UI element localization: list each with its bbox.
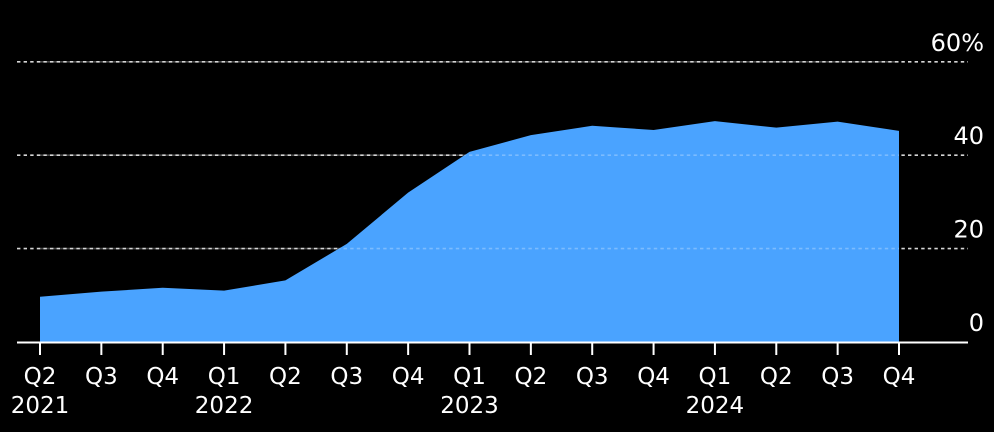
area-series (40, 121, 899, 342)
x-tick-label: Q3 (85, 364, 118, 390)
y-axis-label: 40 (953, 122, 984, 150)
x-tick-label: Q2 (269, 364, 302, 390)
x-tick-label: Q4 (146, 364, 179, 390)
x-tick-label: Q2 (514, 364, 547, 390)
x-year-label: 2024 (686, 393, 745, 419)
x-year-label: 2023 (440, 393, 499, 419)
x-tick-label: Q2 (760, 364, 793, 390)
x-tick-label: Q4 (883, 364, 916, 390)
y-axis-label: 0 (969, 309, 984, 337)
y-axis-label: 60% (931, 29, 984, 57)
x-tick-label: Q4 (637, 364, 670, 390)
x-tick-label: Q2 (24, 364, 57, 390)
x-year-label: 2021 (11, 393, 70, 419)
x-tick-label: Q3 (576, 364, 609, 390)
x-tick-label: Q1 (208, 364, 241, 390)
x-tick-label: Q1 (453, 364, 486, 390)
x-year-label: 2022 (195, 393, 254, 419)
x-tick-label: Q1 (699, 364, 732, 390)
y-axis-label: 20 (953, 216, 984, 244)
x-tick-label: Q4 (392, 364, 425, 390)
x-tick-label: Q3 (330, 364, 363, 390)
x-tick-label: Q3 (821, 364, 854, 390)
